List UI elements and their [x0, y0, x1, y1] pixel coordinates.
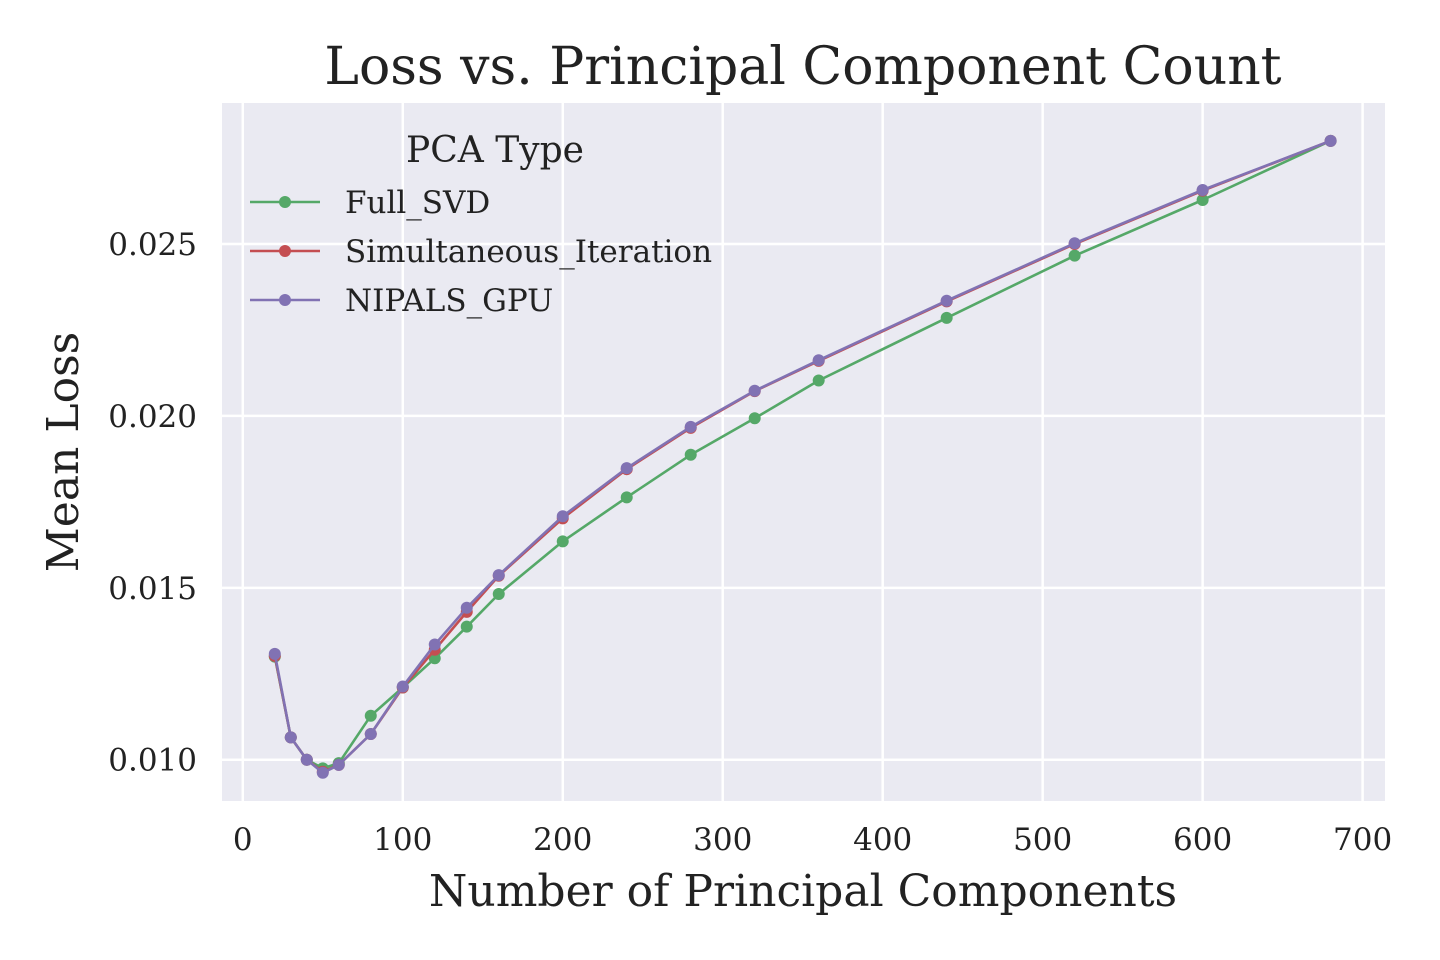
data-point: [1068, 249, 1081, 262]
y-tick-label: 0.020: [108, 399, 197, 435]
data-point: [268, 647, 281, 660]
data-point: [940, 311, 953, 324]
legend: PCA Type Full_SVD Simultaneous_Iteration N…: [250, 130, 712, 319]
data-point: [684, 448, 697, 461]
legend-item: Simultaneous_Iteration: [250, 234, 712, 270]
x-tick-label: 700: [1333, 822, 1392, 858]
data-point: [492, 569, 505, 582]
data-point: [460, 601, 473, 614]
data-point: [364, 709, 377, 722]
data-point: [748, 384, 761, 397]
data-point: [428, 652, 441, 665]
data-point: [316, 766, 329, 779]
x-tick-label: 600: [1173, 822, 1232, 858]
legend-label: NIPALS_GPU: [345, 283, 553, 319]
data-point: [620, 462, 633, 475]
x-tick-label: 300: [693, 822, 752, 858]
y-tick-label: 0.025: [108, 227, 197, 263]
data-point: [332, 758, 345, 771]
data-point: [284, 731, 297, 744]
data-point: [748, 412, 761, 425]
legend-label: Simultaneous_Iteration: [345, 234, 712, 270]
legend-item: NIPALS_GPU: [250, 283, 553, 319]
legend-items: Full_SVD Simultaneous_Iteration NIPALS_GPU: [250, 185, 712, 319]
data-point: [620, 491, 633, 504]
x-tick-label: 400: [853, 822, 912, 858]
x-tick-label: 100: [373, 822, 432, 858]
y-tick-labels: 0.010 0.015 0.020 0.025: [108, 227, 197, 779]
legend-marker-swatch: [279, 196, 291, 208]
data-point: [1068, 237, 1081, 250]
data-point: [364, 727, 377, 740]
data-point: [1324, 134, 1337, 147]
data-point: [940, 294, 953, 307]
x-axis-label: Number of Principal Components: [429, 866, 1177, 917]
legend-label: Full_SVD: [345, 185, 490, 221]
data-point: [556, 510, 569, 523]
data-point: [492, 588, 505, 601]
data-point: [460, 620, 473, 633]
legend-item: Full_SVD: [250, 185, 490, 221]
data-point: [1196, 193, 1209, 206]
data-point: [1196, 183, 1209, 196]
series-layer: [268, 134, 1337, 779]
data-point: [396, 680, 409, 693]
legend-marker-swatch: [279, 294, 291, 306]
x-tick-label: 0: [233, 822, 253, 858]
data-point: [812, 354, 825, 367]
data-point: [428, 638, 441, 651]
series-nipals-gpu: [268, 134, 1337, 779]
data-point: [300, 753, 313, 766]
chart-title: Loss vs. Principal Component Count: [324, 37, 1281, 97]
data-point: [556, 535, 569, 548]
x-tick-label: 500: [1013, 822, 1072, 858]
legend-marker-swatch: [279, 245, 291, 257]
grid: [222, 103, 1385, 801]
x-tick-labels: 0 100 200 300 400 500 600 700: [233, 822, 1392, 858]
legend-title: PCA Type: [406, 130, 584, 171]
y-tick-label: 0.015: [108, 571, 197, 607]
plot-area: [222, 103, 1385, 801]
data-point: [684, 420, 697, 433]
data-point: [812, 374, 825, 387]
x-tick-label: 200: [533, 822, 592, 858]
y-tick-label: 0.010: [108, 743, 197, 779]
y-axis-label: Mean Loss: [38, 332, 89, 573]
